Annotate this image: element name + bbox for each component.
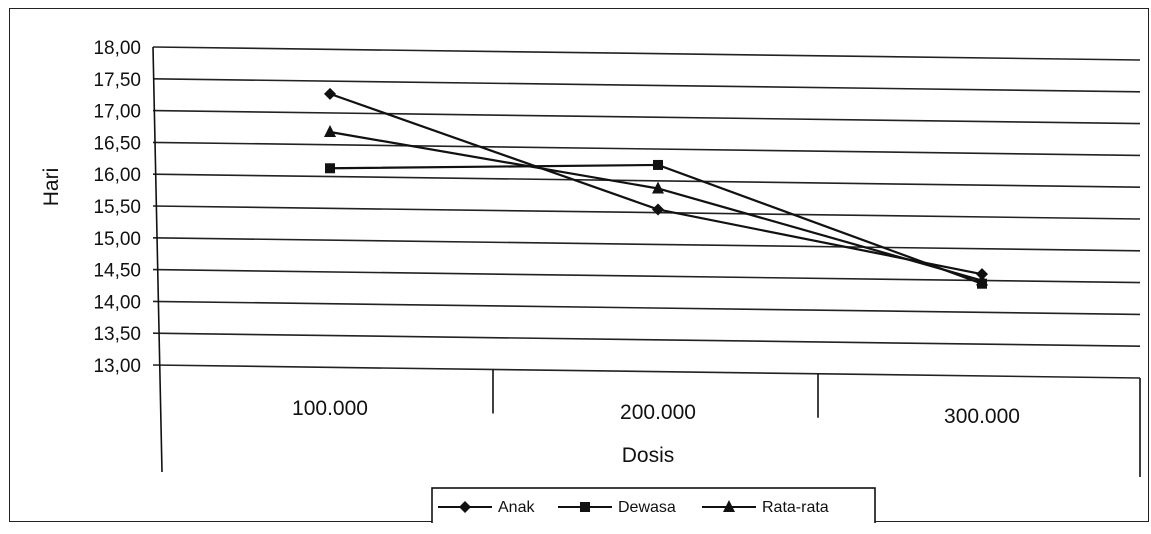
axes — [152, 46, 1141, 477]
y-tick-label: 15,00 — [93, 229, 141, 250]
series-lines — [324, 87, 988, 289]
x-category-labels: 100.000 200.000 300.000 — [292, 397, 1020, 428]
legend-marker-anak — [459, 501, 471, 513]
y-tick-label: 17,50 — [93, 70, 141, 91]
legend-label: Dewasa — [618, 499, 676, 516]
data-point-dewasa — [653, 159, 663, 170]
grid-line — [152, 300, 1141, 316]
legend-marker-rata-rata — [723, 500, 735, 512]
grid-line — [152, 173, 1141, 188]
grid-line — [152, 46, 1141, 61]
legend-box — [431, 487, 876, 523]
series-line-dewasa — [329, 163, 983, 285]
grid-line — [152, 364, 1141, 379]
y-tick-label: 16,00 — [93, 165, 141, 186]
x-category-label: 200.000 — [620, 401, 696, 424]
grid-line — [152, 141, 1141, 157]
y-tick-label: 14,00 — [93, 292, 141, 313]
data-point-rata-rata — [324, 125, 336, 138]
y-tick-label: 15,50 — [93, 197, 141, 218]
data-point-anak — [324, 87, 336, 100]
y-axis-title: Hari — [40, 168, 63, 207]
grid-line — [152, 332, 1141, 347]
grid-line — [152, 109, 1141, 125]
line-chart: 18,00 17,50 17,00 16,50 16,00 15,50 15,00 14,50… — [40, 38, 1141, 523]
y-tick-label: 17,00 — [93, 102, 141, 123]
chart-frame: 18,00 17,50 17,00 16,50 16,00 15,50 15,00 14,50… — [9, 8, 1149, 523]
legend: Anak Dewasa Rata-rata — [431, 487, 876, 523]
data-point-anak — [652, 203, 664, 216]
x-axis-title: Dosis — [622, 444, 675, 467]
y-tick-label: 13,00 — [93, 356, 141, 377]
data-point-rata-rata — [652, 181, 664, 194]
y-axis-line — [152, 46, 163, 473]
grid-lines — [152, 46, 1141, 379]
x-category-label: 300.000 — [944, 405, 1020, 428]
y-tick-label: 14,50 — [93, 261, 141, 282]
y-tick-label: 18,00 — [93, 38, 141, 59]
y-tick-label: 16,50 — [93, 133, 141, 154]
y-tick-label: 13,50 — [93, 324, 141, 345]
data-point-dewasa — [325, 163, 335, 174]
x-category-label: 100.000 — [292, 397, 368, 420]
y-tick-labels: 18,00 17,50 17,00 16,50 16,00 15,50 15,00 14,50… — [93, 38, 141, 377]
data-point-rata-rata — [976, 273, 988, 286]
grid-line — [152, 205, 1141, 220]
grid-line — [152, 268, 1141, 284]
grid-line — [152, 78, 1141, 93]
legend-label: Anak — [498, 499, 535, 516]
grid-line — [152, 237, 1141, 252]
legend-label: Rata-rata — [762, 499, 829, 516]
legend-marker-dewasa — [580, 502, 590, 512]
